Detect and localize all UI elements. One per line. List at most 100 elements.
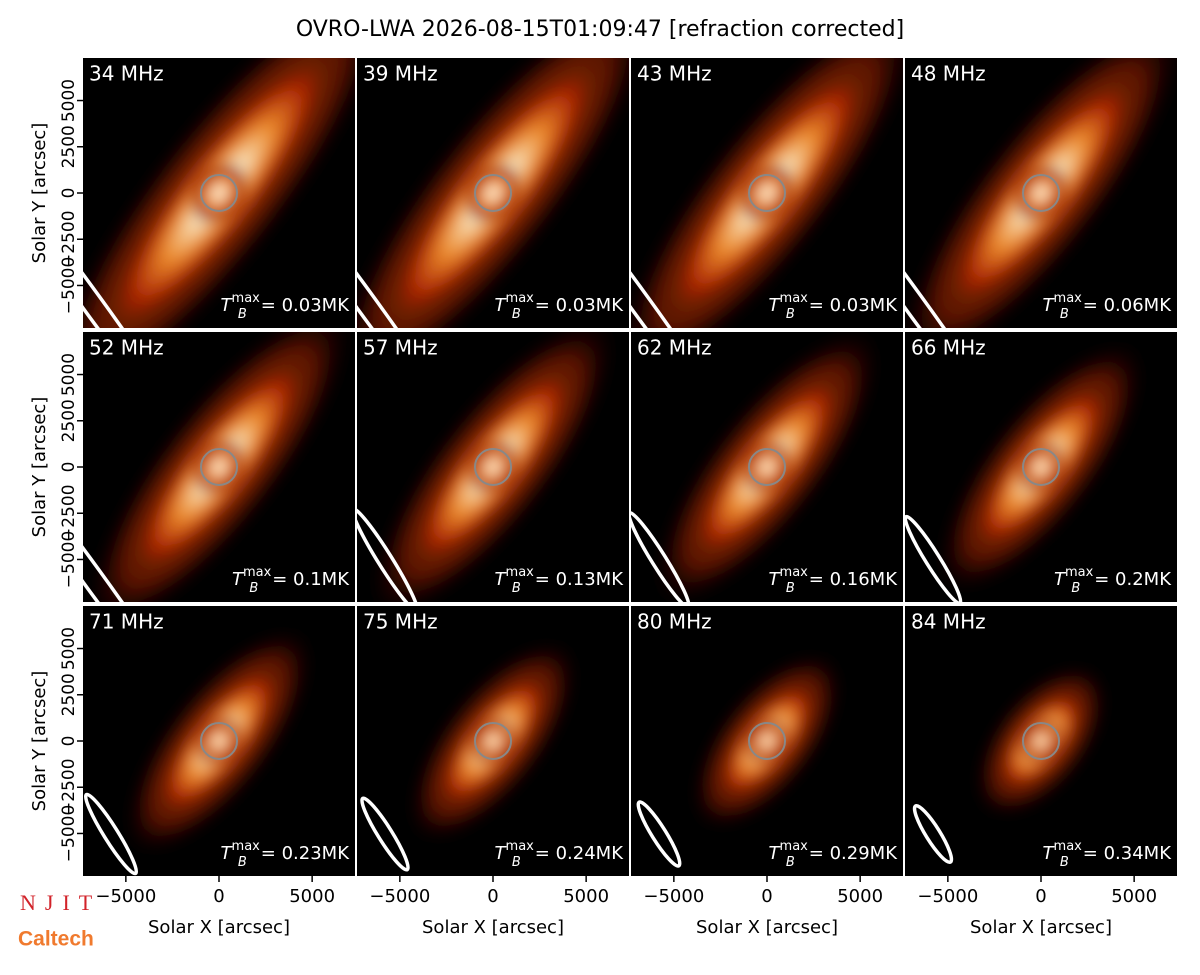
emission-peak	[196, 717, 242, 765]
y-tick-label: −2500	[59, 484, 79, 542]
panel	[905, 606, 1177, 876]
y-axis-label: Solar Y [arcsec]	[29, 671, 50, 812]
solar-disk	[200, 448, 238, 486]
tb-subscript: B	[512, 855, 521, 870]
frequency-label: 34 MHz	[89, 62, 164, 86]
tb-subscript: B	[786, 581, 795, 596]
y-tick-label: 5000	[59, 627, 79, 670]
logo-njit: NJIT	[20, 890, 101, 915]
tb-value: = 0.16MK	[809, 569, 898, 590]
beam	[905, 514, 963, 602]
emission-peak	[471, 717, 515, 765]
emission-map	[83, 58, 355, 328]
tb-superscript: max	[1054, 291, 1083, 306]
frequency-label: 75 MHz	[363, 610, 438, 634]
tb-superscript: max	[506, 291, 535, 306]
tb-symbol: T	[232, 569, 245, 590]
beam	[631, 511, 691, 602]
panel	[631, 606, 903, 876]
solar-disk	[748, 174, 786, 212]
tb-max-label: Tmax B = 0.24MK	[495, 839, 625, 870]
y-tick-label: 2500	[59, 673, 79, 716]
frequency-label: 71 MHz	[89, 610, 164, 634]
y-tick-label: −5000	[59, 805, 79, 863]
solar-disk	[474, 174, 512, 212]
emission-peak	[1017, 442, 1065, 492]
tb-subscript: B	[238, 855, 247, 870]
solar-disk	[1022, 722, 1060, 760]
emission-map	[408, 641, 578, 841]
panel	[357, 332, 629, 602]
frequency-label: 39 MHz	[363, 62, 438, 86]
x-axis-label: Solar X [arcsec]	[696, 917, 838, 938]
y-tick-label: 5000	[59, 353, 79, 396]
x-tick-label: 5000	[1111, 886, 1157, 907]
beam	[83, 792, 139, 876]
frequency-label: 80 MHz	[637, 610, 712, 634]
tb-max-label: Tmax B = 0.23MK	[221, 839, 351, 870]
tb-value: = 0.13MK	[535, 569, 624, 590]
tb-value: = 0.06MK	[1083, 295, 1172, 316]
panel	[905, 332, 1177, 602]
emission-map	[357, 58, 629, 328]
tb-max-label: Tmax B = 0.29MK	[769, 839, 899, 870]
frequency-label: 62 MHz	[637, 336, 712, 360]
tb-symbol: T	[1043, 843, 1056, 864]
tb-value: = 0.03MK	[809, 295, 898, 316]
emission-map	[631, 58, 903, 328]
y-axis-label: Solar Y [arcsec]	[29, 123, 50, 264]
x-tick-label: 0	[1035, 886, 1046, 907]
tb-superscript: max	[232, 839, 261, 854]
title: OVRO-LWA 2026-08-15T01:09:47 [refraction…	[296, 17, 904, 42]
y-tick-label: −5000	[59, 257, 79, 315]
frequency-label: 66 MHz	[911, 336, 986, 360]
tb-subscript: B	[249, 581, 258, 596]
tb-subscript: B	[512, 581, 521, 596]
x-tick-label: −5000	[643, 886, 704, 907]
tb-superscript: max	[1054, 839, 1083, 854]
beam	[357, 507, 420, 602]
tb-symbol: T	[495, 569, 508, 590]
frequency-label: 43 MHz	[637, 62, 712, 86]
solar-disk	[474, 448, 512, 486]
beam	[83, 444, 188, 602]
tb-max-label: Tmax B = 0.16MK	[769, 565, 899, 596]
tb-symbol: T	[769, 295, 782, 316]
frequency-label: 84 MHz	[911, 610, 986, 634]
tb-value: = 0.24MK	[535, 843, 624, 864]
beam	[360, 796, 410, 872]
tb-subscript: B	[786, 855, 795, 870]
solar-disk	[200, 174, 238, 212]
frequency-label: 52 MHz	[89, 336, 164, 360]
emission-map	[905, 58, 1177, 328]
tb-value: = 0.03MK	[261, 295, 350, 316]
x-tick-label: 0	[213, 886, 224, 907]
beam	[83, 170, 188, 328]
tb-superscript: max	[780, 565, 809, 580]
x-tick-label: 5000	[289, 886, 335, 907]
panel	[357, 606, 629, 876]
tb-value: = 0.03MK	[535, 295, 624, 316]
tb-symbol: T	[769, 569, 782, 590]
tb-subscript: B	[786, 307, 795, 322]
x-tick-label: −5000	[917, 886, 978, 907]
solar-disk	[1022, 448, 1060, 486]
y-tick-label: −5000	[59, 531, 79, 589]
x-axis-label: Solar X [arcsec]	[970, 917, 1112, 938]
emission-peak	[745, 718, 789, 764]
y-tick-label: 2500	[59, 125, 79, 168]
tb-value: = 0.2MK	[1094, 569, 1172, 590]
x-tick-label: 0	[761, 886, 772, 907]
y-tick-label: 0	[59, 736, 79, 747]
tb-subscript: B	[512, 307, 521, 322]
tb-max-label: Tmax B = 0.2MK	[1054, 565, 1172, 596]
solar-disk	[748, 722, 786, 760]
beam	[636, 800, 682, 868]
y-tick-label: −2500	[59, 758, 79, 816]
panel	[631, 332, 903, 602]
tb-symbol: T	[769, 843, 782, 864]
tb-symbol: T	[1043, 295, 1056, 316]
emission-map	[692, 653, 842, 829]
tb-symbol: T	[495, 295, 508, 316]
